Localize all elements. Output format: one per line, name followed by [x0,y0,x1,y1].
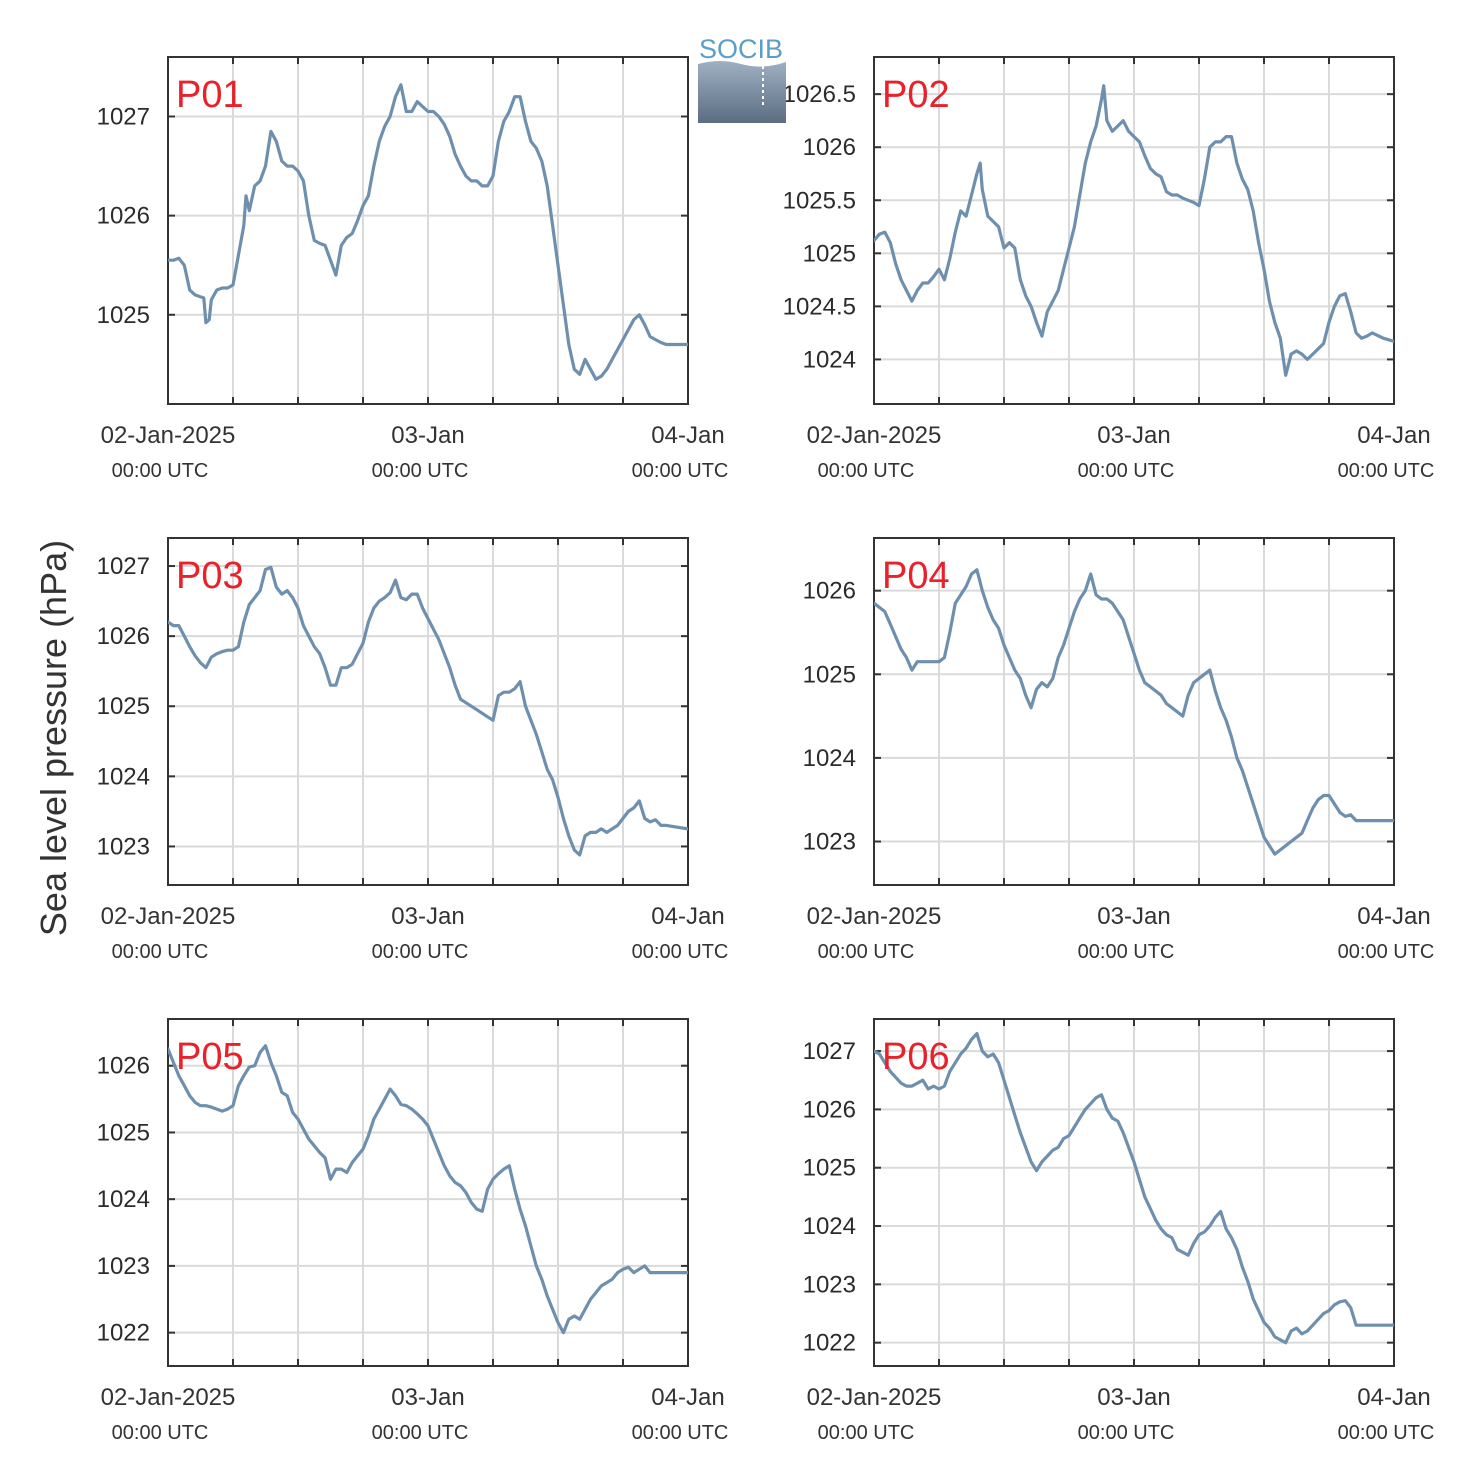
logo-wave-shape [698,61,786,123]
y-tick-label: 1024 [97,763,150,790]
y-tick-label: 1026.5 [783,81,856,108]
panel-label: P05 [176,1036,244,1078]
y-tick-label: 1025 [803,240,856,267]
x-tick-time-label: 00:00 UTC [818,460,915,482]
x-tick-date-label: 04-Jan [651,422,724,449]
y-tick-label: 1024.5 [783,293,856,320]
x-tick-time-label: 00:00 UTC [1078,460,1175,482]
y-tick-label: 1023 [803,829,856,856]
series-line-p02 [874,84,1394,377]
x-tick-time-label: 00:00 UTC [112,941,209,963]
panel-p03: 1023 1024 1025 1026 1027 02-Jan-2025 00:00 UTC… [97,537,729,963]
panel-label: P04 [882,555,950,597]
panel-label: P06 [882,1036,950,1078]
y-tick-label: 1025.5 [783,187,856,214]
y-tick-label: 1022 [803,1330,856,1357]
y-tick-label: 1026 [803,134,856,161]
y-tick-label: 1027 [803,1038,856,1065]
panel-label: P03 [176,555,244,597]
y-tick-label: 1023 [97,833,150,860]
y-tick-label: 1024 [803,1213,856,1240]
x-tick-time-label: 00:00 UTC [1078,941,1175,963]
y-tick-label: 1023 [97,1253,150,1280]
x-tick-time-label: 00:00 UTC [818,1422,915,1444]
y-tick-label: 1025 [97,1119,150,1146]
y-tick-label: 1023 [803,1271,856,1298]
x-tick-date-label: 04-Jan [651,903,724,930]
panels: 1025 1026 1027 02-Jan-2025 00:00 UTC 03-Jan 00… [97,56,1435,1444]
panel-p04: 1023 1024 1025 1026 02-Jan-2025 00:00 UTC 03-J… [803,537,1435,963]
x-tick-time-label: 00:00 UTC [372,941,469,963]
y-tick-label: 1027 [97,103,150,130]
series-line-p01 [168,83,688,381]
x-tick-time-label: 00:00 UTC [632,1422,729,1444]
logo-text: SOCIB [699,34,783,64]
x-tick-time-label: 00:00 UTC [112,460,209,482]
y-tick-label: 1024 [803,745,856,772]
x-tick-date-label: 02-Jan-2025 [807,903,942,930]
x-tick-date-label: 03-Jan [1097,1384,1170,1411]
y-axis-label: Sea level pressure (hPa) [33,540,74,936]
x-tick-date-label: 03-Jan [1097,903,1170,930]
y-tick-label: 1025 [803,661,856,688]
panel-label: P02 [882,74,950,116]
socib-logo: SOCIB [698,34,786,123]
y-tick-label: 1026 [97,623,150,650]
x-tick-date-label: 03-Jan [391,903,464,930]
y-tick-label: 1026 [803,1096,856,1123]
y-tick-label: 1024 [97,1186,150,1213]
x-tick-time-label: 00:00 UTC [1338,941,1435,963]
x-tick-date-label: 04-Jan [1357,903,1430,930]
x-tick-date-label: 02-Jan-2025 [101,422,236,449]
y-tick-label: 1026 [97,203,150,230]
y-tick-label: 1025 [803,1155,856,1182]
series-line-p05 [168,1044,688,1335]
x-tick-time-label: 00:00 UTC [1338,460,1435,482]
y-tick-label: 1025 [97,302,150,329]
x-tick-date-label: 03-Jan [1097,422,1170,449]
panel-p06: 1022 1023 1024 1025 1026 1027 02-Jan-2025 00:00… [803,1018,1435,1444]
y-tick-label: 1022 [97,1320,150,1347]
x-tick-date-label: 02-Jan-2025 [807,1384,942,1411]
x-tick-date-label: 02-Jan-2025 [807,422,942,449]
series-line-p06 [874,1032,1394,1345]
x-tick-time-label: 00:00 UTC [1338,1422,1435,1444]
x-tick-date-label: 04-Jan [1357,422,1430,449]
x-tick-time-label: 00:00 UTC [372,460,469,482]
panel-p02: 1024 1024.5 1025 1025.5 1026 1026.5 02-Jan-202… [783,56,1435,482]
panel-label: P01 [176,74,244,116]
y-tick-label: 1025 [97,693,150,720]
x-tick-time-label: 00:00 UTC [632,460,729,482]
series-line-p03 [168,565,688,857]
x-tick-time-label: 00:00 UTC [632,941,729,963]
x-tick-time-label: 00:00 UTC [112,1422,209,1444]
y-tick-label: 1026 [97,1053,150,1080]
x-tick-date-label: 02-Jan-2025 [101,903,236,930]
x-tick-time-label: 00:00 UTC [1078,1422,1175,1444]
y-tick-label: 1027 [97,553,150,580]
x-tick-time-label: 00:00 UTC [372,1422,469,1444]
x-tick-date-label: 02-Jan-2025 [101,1384,236,1411]
panel-p05: 1022 1023 1024 1025 1026 02-Jan-2025 00:00 UTC… [97,1018,729,1444]
y-tick-label: 1024 [803,346,856,373]
x-tick-date-label: 04-Jan [651,1384,724,1411]
y-tick-label: 1026 [803,578,856,605]
x-tick-date-label: 04-Jan [1357,1384,1430,1411]
x-tick-time-label: 00:00 UTC [818,941,915,963]
series-line-p04 [874,568,1394,856]
x-tick-date-label: 03-Jan [391,422,464,449]
x-tick-date-label: 03-Jan [391,1384,464,1411]
panel-p01: 1025 1026 1027 02-Jan-2025 00:00 UTC 03-Jan 00… [97,56,729,482]
